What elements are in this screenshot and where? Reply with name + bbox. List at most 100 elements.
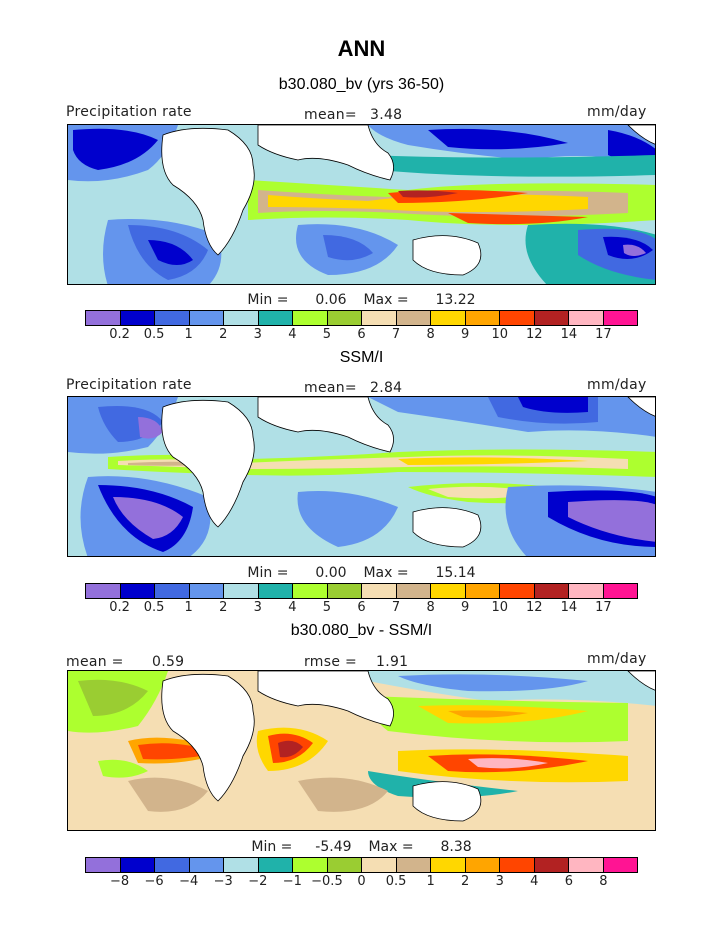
colorbar-tick-label: −2 [248, 874, 268, 889]
panel-3-colorbar [85, 857, 638, 873]
colorbar-tick-label: −4 [179, 874, 199, 889]
panel-3-map-svg [68, 671, 655, 830]
colorbar-swatch [431, 584, 466, 598]
panel-3-rmse-label: rmse = [304, 654, 358, 670]
colorbar-swatch [603, 584, 637, 598]
panel-2-min-value: 0.00 [315, 565, 347, 581]
panel-3-title: b30.080_bv - SSM/I [290, 622, 433, 639]
panel-1-minmax: Min = 0.06 Max = 13.22 [0, 292, 723, 308]
colorbar-tick-label: 1 [426, 874, 435, 889]
colorbar-swatch [569, 584, 604, 598]
colorbar-swatch [500, 858, 535, 872]
colorbar-swatch [569, 858, 604, 872]
colorbar-swatch [258, 858, 293, 872]
colorbar-tick-label: 14 [560, 600, 578, 615]
panel-2-colorbar-ticks: 0.2 0.5 1 2 3 4 5 6 7 8 9 10 12 14 17 [85, 600, 638, 616]
colorbar-tick-label: −6 [144, 874, 164, 889]
panel-1-mean-value: 3.48 [370, 107, 403, 123]
panel-2-map [67, 396, 656, 557]
colorbar-swatch [224, 311, 259, 325]
panel-2-quantity-label: Precipitation rate [66, 377, 192, 393]
panel-3-mean-value: 0.59 [152, 654, 185, 670]
colorbar-swatch [534, 858, 569, 872]
panel-1-colorbar-ticks: 0.2 0.5 1 2 3 4 5 6 7 8 9 10 12 14 17 [85, 327, 638, 343]
colorbar-swatch [396, 858, 431, 872]
colorbar-tick-label: 1 [184, 600, 193, 615]
colorbar-swatch [293, 584, 328, 598]
colorbar-swatch [327, 311, 362, 325]
colorbar-swatch [224, 858, 259, 872]
colorbar-tick-label: 10 [491, 327, 509, 342]
colorbar-tick-label: 7 [391, 327, 401, 342]
panel-1-quantity-label: Precipitation rate [66, 104, 192, 120]
panel-2-mean-value: 2.84 [370, 380, 403, 396]
colorbar-swatch [327, 584, 362, 598]
colorbar-tick-label: 2 [219, 327, 228, 342]
colorbar-tick-label: 3 [253, 600, 262, 615]
colorbar-swatch [431, 311, 466, 325]
panel-3-max-value: 8.38 [440, 839, 472, 855]
colorbar-swatch [603, 311, 637, 325]
colorbar-tick-label: 0.5 [385, 874, 407, 889]
colorbar-tick-label: 10 [491, 600, 509, 615]
panel-1-title: b30.080_bv (yrs 36-50) [278, 76, 445, 93]
panel-3-min-value: -5.49 [315, 839, 352, 855]
colorbar-swatch [534, 311, 569, 325]
panel-1-max-label: Max = [363, 292, 409, 308]
colorbar-swatch [189, 311, 224, 325]
colorbar-tick-label: 3 [253, 327, 262, 342]
panel-2-colorbar [85, 583, 638, 599]
panel-1-units-label: mm/day [587, 104, 647, 120]
panel-3-units-label: mm/day [587, 651, 647, 667]
colorbar-tick-label: 3 [495, 874, 504, 889]
colorbar-tick-label: 0 [357, 874, 366, 889]
colorbar-swatch [362, 858, 397, 872]
panel-1-mean-label: mean= [304, 107, 357, 123]
colorbar-tick-label: 12 [526, 600, 543, 615]
colorbar-tick-label: 4 [288, 600, 297, 615]
colorbar-tick-label: 17 [595, 327, 612, 342]
panel-3-mean-label: mean = [66, 654, 124, 670]
panel-1-colorbar [85, 310, 638, 326]
colorbar-tick-label: 6 [357, 327, 366, 342]
colorbar-tick-label: 4 [288, 327, 297, 342]
colorbar-swatch [155, 858, 190, 872]
colorbar-swatch [431, 858, 466, 872]
colorbar-swatch [465, 311, 500, 325]
colorbar-swatch [120, 584, 155, 598]
panel-3-colorbar-ticks: −8 −6 −4 −3 −2 −1 −0.5 0 0.5 1 2 3 4 6 8 [85, 874, 638, 890]
colorbar-tick-label: 6 [564, 874, 574, 889]
panel-2-max-value: 15.14 [435, 565, 476, 581]
colorbar-swatch [500, 584, 535, 598]
colorbar-swatch [396, 311, 431, 325]
panel-3-map [67, 670, 656, 831]
colorbar-tick-label: 5 [322, 327, 332, 342]
colorbar-swatch [189, 858, 224, 872]
colorbar-swatch [120, 311, 155, 325]
colorbar-swatch [396, 584, 431, 598]
colorbar-tick-label: 6 [357, 600, 366, 615]
colorbar-tick-label: 8 [426, 600, 435, 615]
colorbar-swatch [189, 584, 224, 598]
colorbar-tick-label: 0.5 [143, 327, 165, 342]
colorbar-swatch [258, 311, 293, 325]
panel-3-minmax: Min = -5.49 Max = 8.38 [0, 839, 723, 855]
panel-2-minmax: Min = 0.00 Max = 15.14 [0, 565, 723, 581]
panel-1-min-label: Min = [247, 292, 289, 308]
colorbar-tick-label: 4 [530, 874, 539, 889]
colorbar-tick-label: 17 [595, 600, 612, 615]
panel-1-min-value: 0.06 [315, 292, 347, 308]
panel-3-rmse-value: 1.91 [376, 654, 409, 670]
colorbar-tick-label: 1 [184, 327, 193, 342]
colorbar-swatch [293, 858, 328, 872]
panel-1-max-value: 13.22 [435, 292, 476, 308]
colorbar-swatch [465, 584, 500, 598]
panel-2-min-label: Min = [247, 565, 289, 581]
colorbar-swatch [603, 858, 637, 872]
panel-2-mean-label: mean= [304, 380, 357, 396]
colorbar-swatch [120, 858, 155, 872]
colorbar-swatch [86, 311, 121, 325]
panel-3-max-label: Max = [368, 839, 414, 855]
colorbar-swatch [86, 584, 121, 598]
colorbar-tick-label: −0.5 [311, 874, 343, 889]
